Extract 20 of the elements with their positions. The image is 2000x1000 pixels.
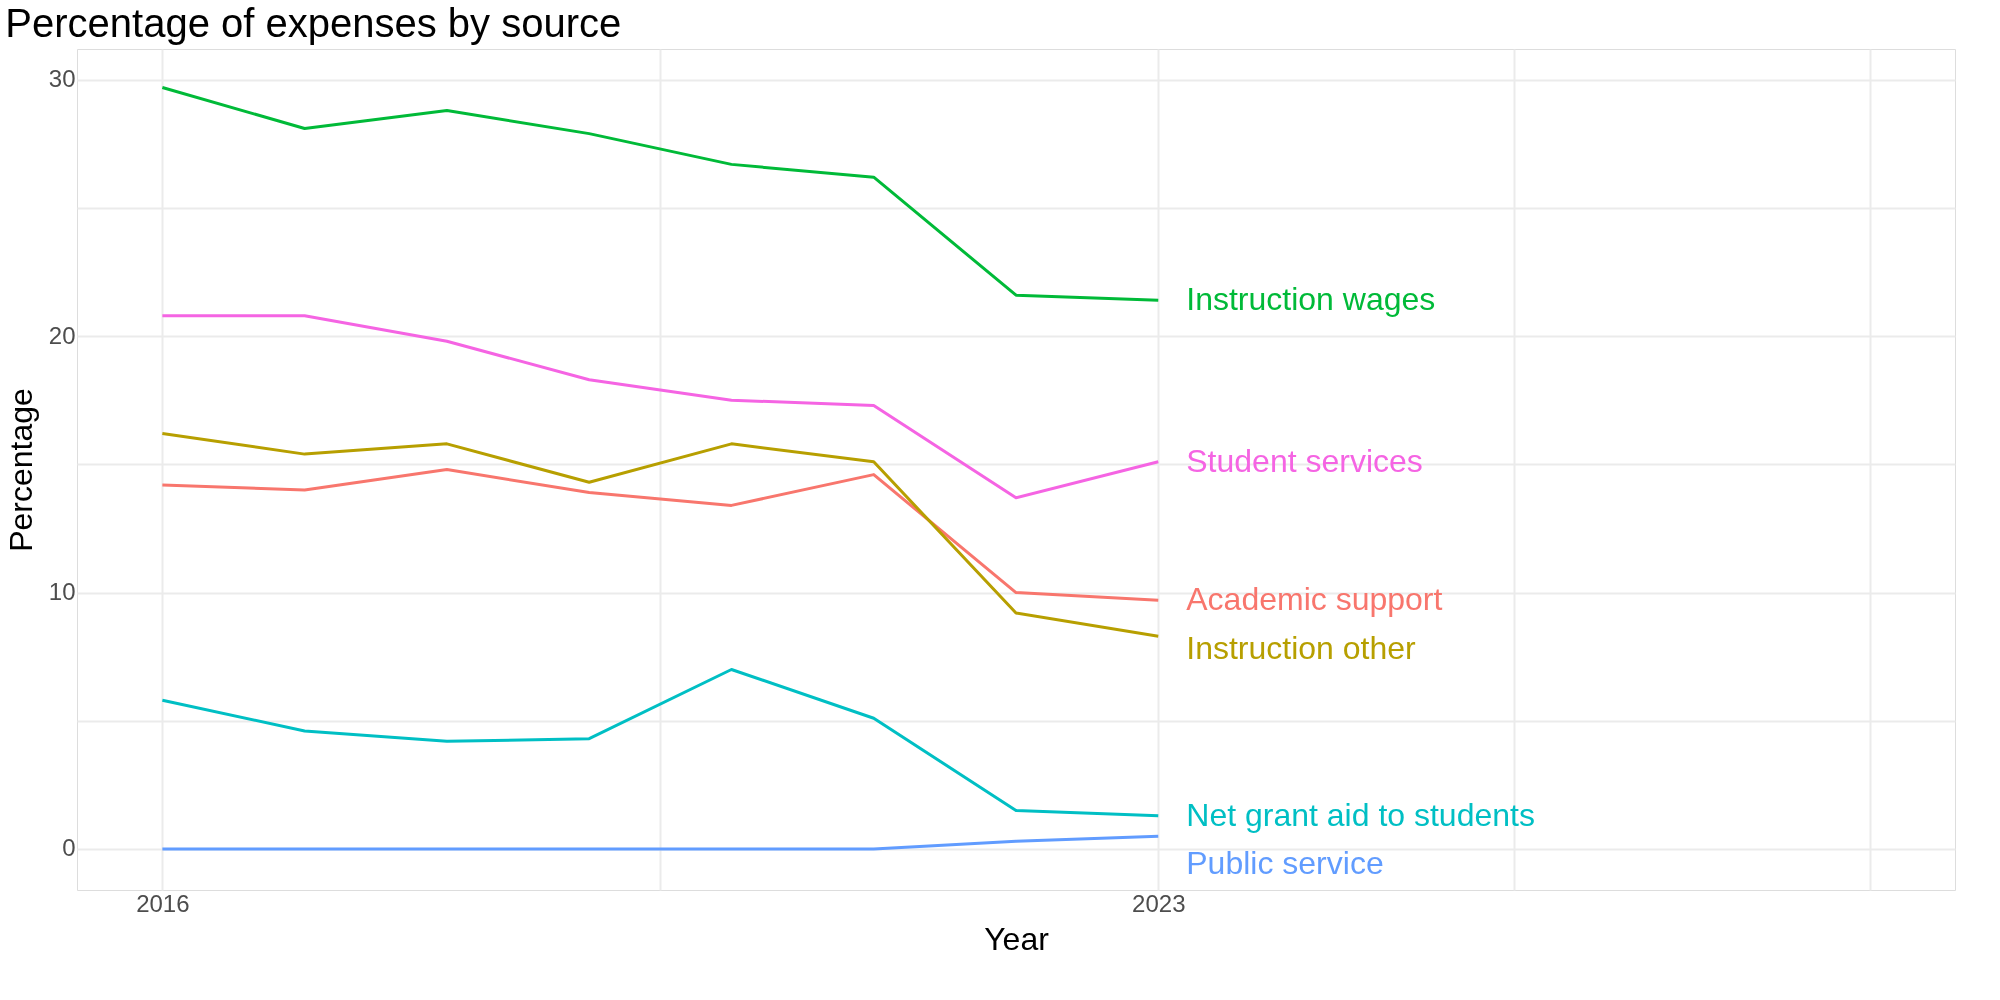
x-tick-label: 2016	[136, 889, 190, 917]
line-series	[160, 85, 1160, 302]
x-tick-label: 2023	[1132, 889, 1186, 917]
y-tick-label: 10	[48, 578, 76, 606]
y-axis-title: Percentage	[2, 388, 39, 552]
y-tick-label: 0	[62, 834, 76, 862]
chart-title: Percentage of expenses by source	[5, 1, 622, 45]
series-label: Public service	[1186, 845, 1384, 882]
y-tick-label: 20	[48, 321, 76, 349]
series-label: Instruction wages	[1186, 281, 1436, 318]
line-series	[160, 314, 1160, 500]
series-label: Student services	[1186, 442, 1423, 479]
line-series	[160, 432, 1160, 638]
line-series	[160, 468, 1160, 602]
series-label: Instruction other	[1186, 629, 1417, 666]
y-tick-label: 30	[48, 65, 76, 93]
series-label: Academic support	[1186, 581, 1443, 618]
x-axis-title: Year	[984, 920, 1050, 957]
series-label: Net grant aid to students	[1186, 796, 1535, 833]
line-series	[160, 667, 1160, 818]
